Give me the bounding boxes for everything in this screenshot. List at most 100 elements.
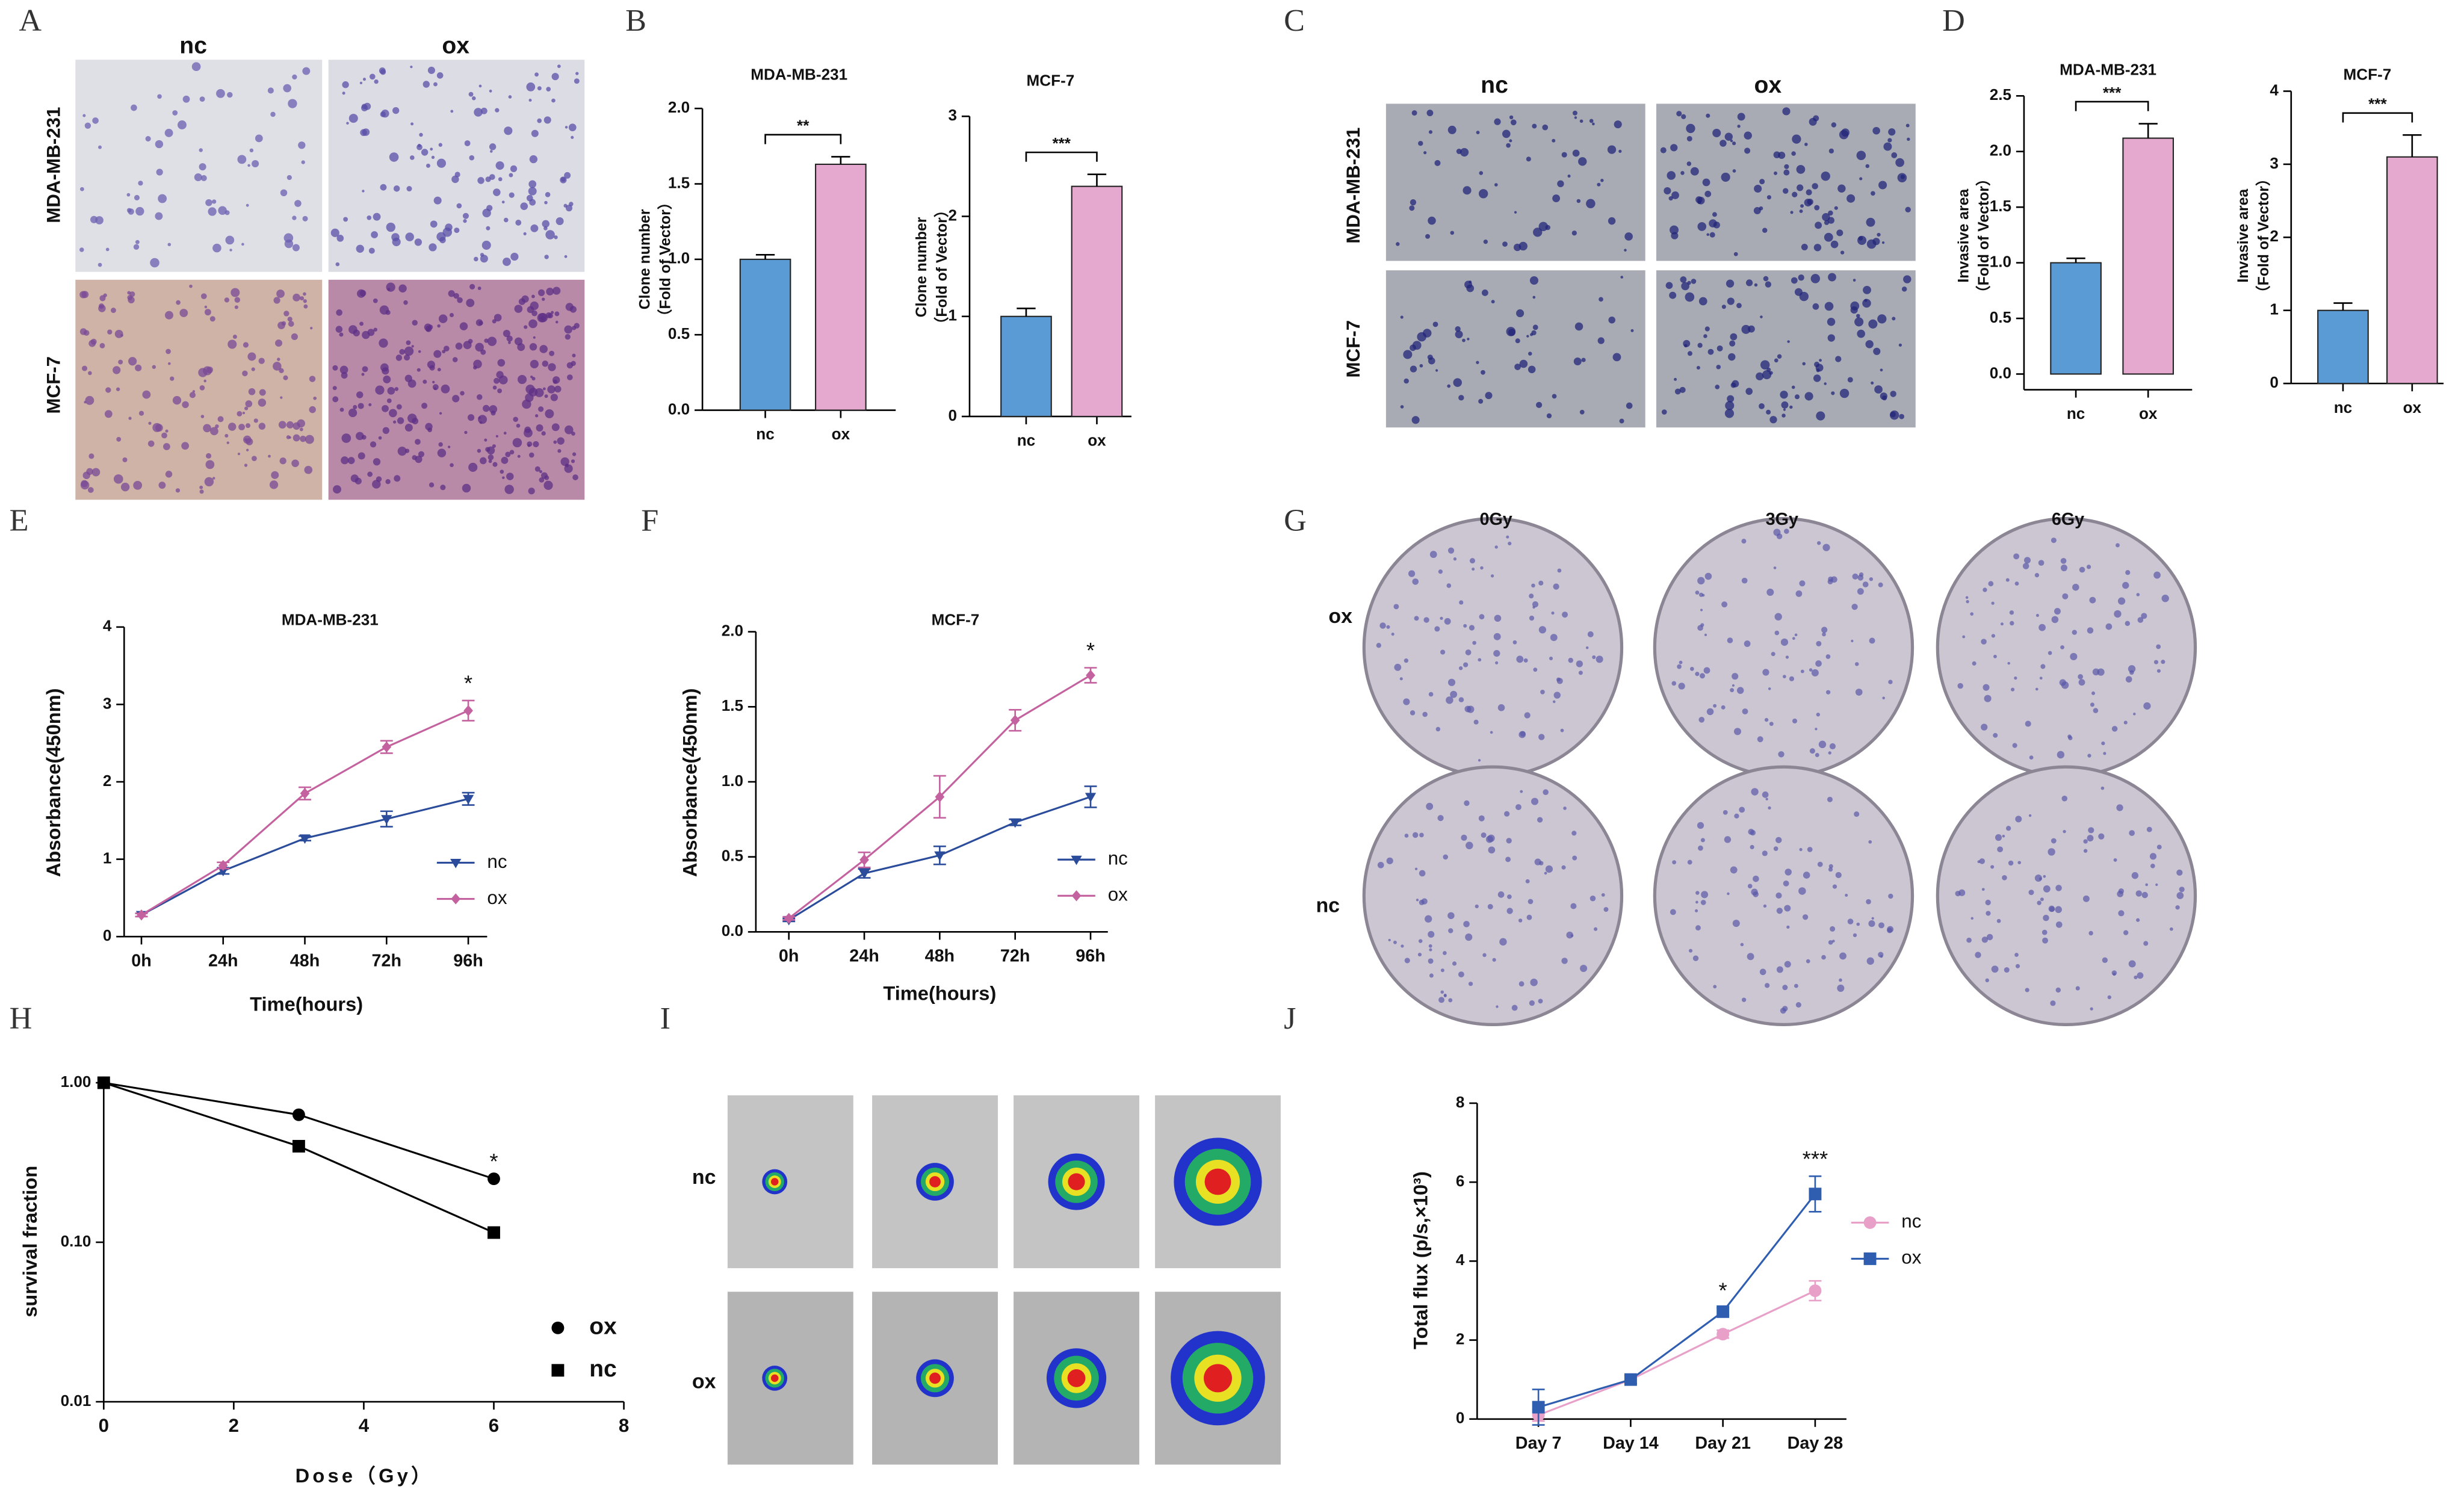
photo-texture bbox=[288, 99, 297, 108]
photo-texture bbox=[1828, 867, 1833, 872]
photo-texture bbox=[2028, 890, 2034, 896]
photo-texture bbox=[1799, 209, 1803, 213]
photo-texture bbox=[1476, 131, 1480, 135]
photo-texture bbox=[2150, 863, 2155, 868]
photo-texture bbox=[1570, 934, 1574, 937]
photo-texture bbox=[1704, 572, 1712, 580]
photo-texture bbox=[415, 439, 421, 445]
photo-signal bbox=[1204, 1168, 1231, 1195]
photo-texture bbox=[1890, 411, 1896, 418]
photo-texture bbox=[1857, 588, 1864, 595]
photo-texture bbox=[1509, 139, 1512, 143]
y-tick-label: 0.5 bbox=[722, 847, 743, 865]
photo-texture bbox=[157, 94, 162, 99]
photo-texture bbox=[2098, 833, 2105, 840]
photo-texture bbox=[557, 449, 562, 453]
photo-texture bbox=[554, 311, 560, 317]
photo-texture bbox=[389, 152, 399, 162]
photo-texture bbox=[339, 332, 344, 337]
photo-texture bbox=[90, 338, 97, 345]
photo-texture bbox=[1888, 893, 1893, 899]
photo-texture bbox=[571, 459, 575, 463]
photo-texture bbox=[1784, 961, 1791, 968]
photo-texture bbox=[1592, 122, 1595, 126]
photo bbox=[1362, 765, 1624, 1027]
photo-texture bbox=[1785, 655, 1789, 659]
photo-texture bbox=[2090, 702, 2094, 707]
photo-texture bbox=[566, 362, 574, 369]
photo-texture bbox=[105, 387, 111, 393]
photo-texture bbox=[339, 407, 344, 412]
photo-texture bbox=[258, 423, 266, 430]
photo-texture bbox=[529, 343, 537, 351]
photo-texture bbox=[2129, 830, 2135, 836]
photo-texture bbox=[1599, 297, 1603, 302]
photo-texture bbox=[2015, 816, 2022, 823]
photo-texture bbox=[91, 468, 101, 477]
photo-texture bbox=[167, 243, 172, 247]
photo-texture bbox=[1869, 637, 1875, 644]
photo-texture bbox=[1476, 361, 1479, 364]
photo-texture bbox=[474, 108, 483, 117]
photo-texture bbox=[252, 456, 257, 462]
photo-texture bbox=[2134, 975, 2138, 980]
photo-texture bbox=[1458, 971, 1464, 978]
photo-texture bbox=[1713, 985, 1717, 989]
photo-texture bbox=[412, 320, 418, 326]
photo-texture bbox=[1414, 616, 1419, 621]
photo-texture bbox=[1376, 643, 1381, 648]
photo-texture bbox=[1620, 276, 1623, 279]
photo-texture bbox=[491, 410, 496, 416]
y-tick-label: 1.5 bbox=[1990, 197, 2011, 215]
photo-texture bbox=[502, 476, 505, 479]
photo-texture bbox=[1730, 688, 1735, 693]
photo-texture bbox=[547, 385, 556, 394]
photo-texture bbox=[1979, 858, 1986, 864]
legend-label: ox bbox=[1901, 1247, 1921, 1268]
photo-texture bbox=[571, 135, 574, 139]
photo-texture bbox=[530, 359, 539, 369]
photo-texture bbox=[189, 284, 193, 288]
photo-texture bbox=[504, 126, 513, 135]
photo-texture bbox=[203, 366, 212, 376]
photo-texture bbox=[1760, 360, 1770, 370]
photo-texture bbox=[1429, 551, 1437, 559]
photo-texture bbox=[1865, 164, 1870, 169]
photo-texture bbox=[1463, 662, 1469, 667]
photo-texture bbox=[439, 237, 446, 244]
photo-texture bbox=[298, 141, 306, 149]
y-tick-label: 1 bbox=[949, 306, 958, 324]
photo-texture bbox=[1508, 541, 1512, 546]
photo-texture bbox=[2051, 537, 2057, 543]
significance-bracket bbox=[2075, 101, 2149, 111]
photo-texture bbox=[530, 224, 539, 232]
photo-texture bbox=[1715, 385, 1720, 389]
photo-texture bbox=[1753, 891, 1759, 897]
photo-texture bbox=[292, 215, 297, 220]
photo-texture bbox=[1573, 358, 1582, 365]
photo-texture bbox=[1827, 579, 1833, 584]
photo-texture bbox=[393, 185, 400, 192]
photo-texture bbox=[549, 350, 555, 356]
photo-texture bbox=[1466, 284, 1475, 293]
photo-texture bbox=[373, 327, 377, 332]
photo-texture bbox=[212, 477, 215, 480]
photo-texture bbox=[1542, 124, 1549, 131]
photo-texture bbox=[294, 200, 302, 207]
chart-title: MDA-MB-231 bbox=[282, 610, 379, 628]
photo-texture bbox=[105, 247, 110, 252]
photo-texture bbox=[1828, 940, 1833, 945]
bar bbox=[1000, 315, 1052, 418]
photo-texture bbox=[2078, 673, 2084, 679]
photo-texture bbox=[1667, 171, 1676, 180]
photo-texture bbox=[517, 454, 521, 458]
photo-texture bbox=[1422, 711, 1428, 717]
photo-texture bbox=[205, 453, 212, 459]
y-axis-label: Total flux (p/s,×10³) bbox=[1410, 1171, 1432, 1349]
photo-texture bbox=[301, 160, 305, 164]
photo-texture bbox=[1440, 990, 1444, 994]
photo-texture bbox=[1534, 858, 1541, 865]
photo-texture bbox=[427, 66, 435, 74]
photo-texture bbox=[1458, 697, 1464, 702]
photo-texture bbox=[1734, 813, 1739, 819]
